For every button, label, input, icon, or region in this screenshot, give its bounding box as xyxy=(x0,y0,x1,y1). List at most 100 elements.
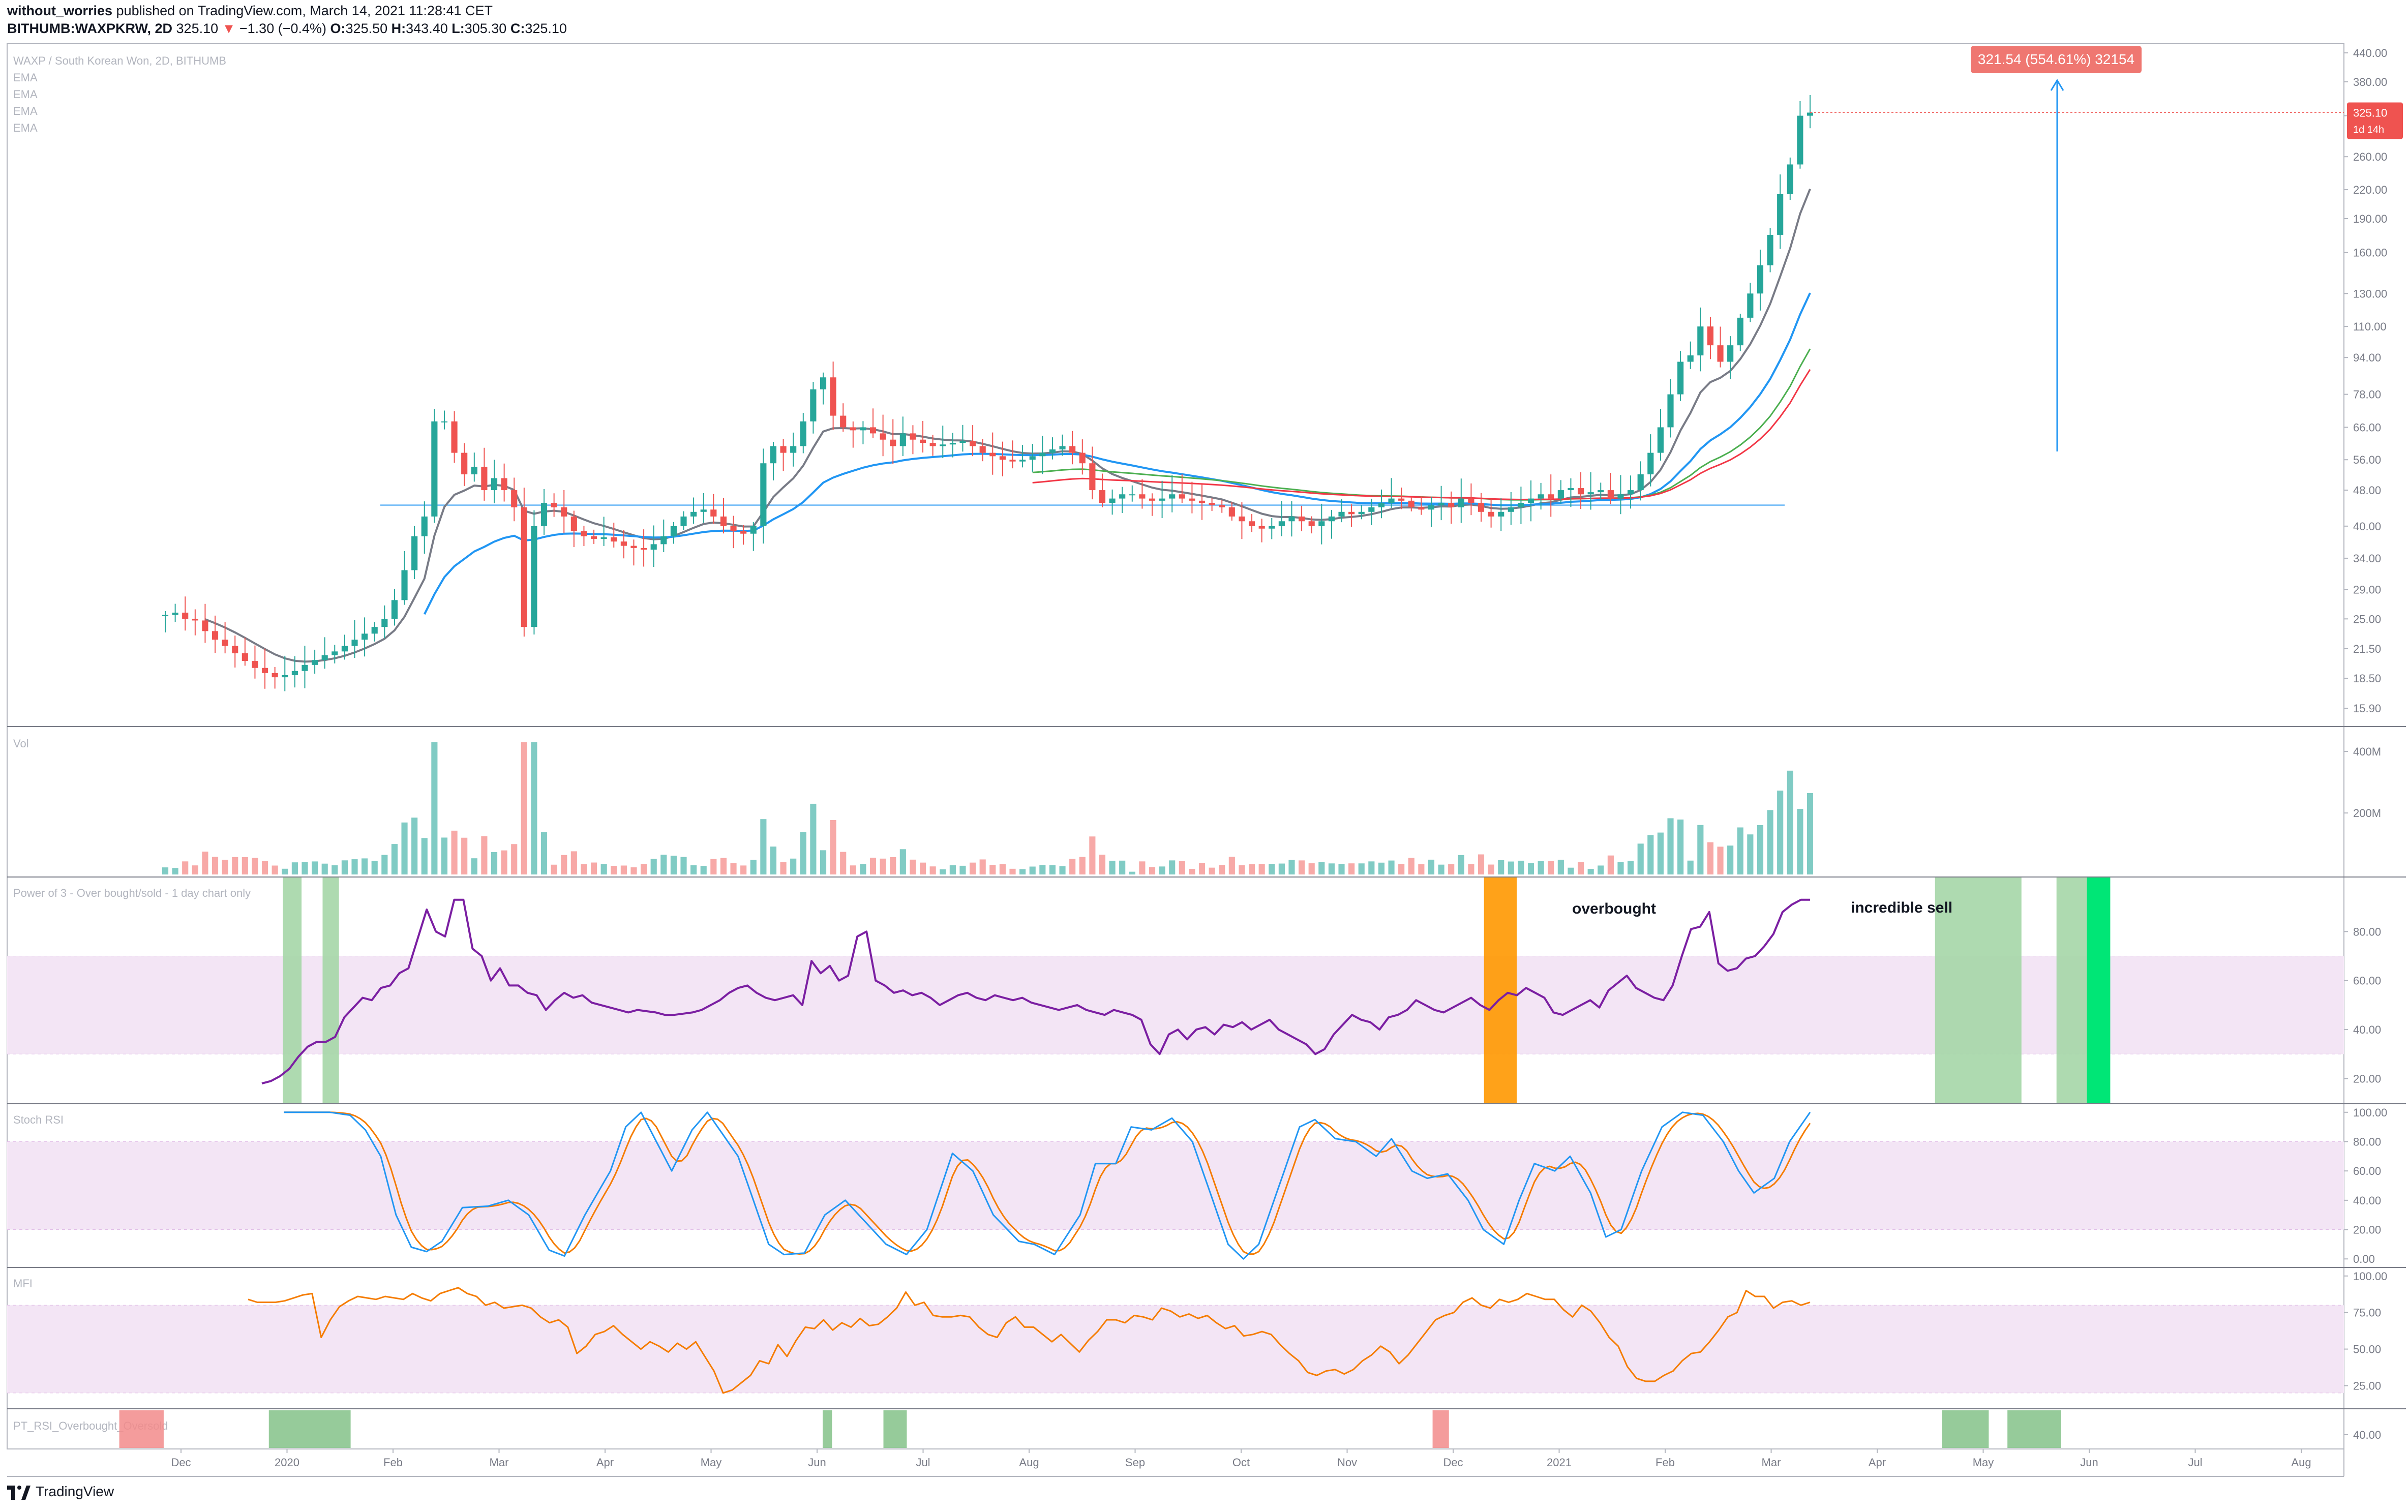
volume-bar xyxy=(212,857,219,874)
volume-bar xyxy=(521,742,527,874)
candle-body xyxy=(531,526,537,627)
volume-bar xyxy=(1548,861,1554,874)
volume-bar xyxy=(1428,859,1435,874)
candle-body xyxy=(750,526,757,534)
pt-rsi-oversold-block xyxy=(1432,1410,1449,1448)
time-tick-label: Sep xyxy=(1125,1456,1145,1469)
candle-body xyxy=(1139,494,1146,499)
time-tick-label: Dec xyxy=(1443,1456,1463,1469)
price-panel-title: WAXP / South Korean Won, 2D, BITHUMB xyxy=(13,54,226,67)
volume-bar xyxy=(351,859,358,874)
price-tick-label: 48.00 xyxy=(2353,484,2381,497)
candle-body xyxy=(570,516,577,531)
volume-bar xyxy=(540,832,548,874)
candle-body xyxy=(1248,521,1255,526)
mfi-line xyxy=(248,1287,1811,1394)
candle-body xyxy=(162,615,169,616)
candle-body xyxy=(1438,503,1444,505)
ema-legend-label: EMA xyxy=(13,88,38,101)
volume-bar xyxy=(242,857,248,874)
author-name[interactable]: without_worries xyxy=(7,3,113,18)
candle-body xyxy=(1498,511,1504,517)
tradingview-logo-icon[interactable] xyxy=(6,1481,31,1502)
volume-bar xyxy=(1209,867,1215,874)
volume-bar xyxy=(750,860,757,874)
pt-rsi-overbought-block xyxy=(883,1410,907,1448)
candle-body xyxy=(202,620,208,631)
candle-body xyxy=(1189,498,1195,501)
volume-bar xyxy=(1269,864,1275,874)
volume-bar xyxy=(1717,846,1724,874)
candle-body xyxy=(620,541,627,546)
candle-body xyxy=(1488,511,1494,517)
time-tick-label: 2020 xyxy=(275,1456,299,1469)
last-price: 325.10 xyxy=(176,21,219,36)
symbol-name[interactable]: BITHUMB:WAXPKRW, 2D xyxy=(7,21,173,36)
candle-body xyxy=(401,570,408,600)
candle-body xyxy=(411,536,418,570)
candle-body xyxy=(740,531,747,534)
candle-body xyxy=(1717,345,1724,362)
candle-body xyxy=(999,456,1006,460)
candle-body xyxy=(1478,503,1485,512)
volume-bar xyxy=(471,858,477,874)
overbought-strong-zone xyxy=(2087,878,2111,1103)
stoch_rsi-tick-label: 100.00 xyxy=(2353,1106,2387,1119)
volume-bar xyxy=(1677,819,1684,874)
volume-bar xyxy=(321,863,328,874)
volume-bar xyxy=(1458,855,1464,874)
candle-body xyxy=(1109,498,1116,503)
volume-bar xyxy=(1009,868,1016,874)
volume-bar xyxy=(730,863,737,874)
candle-body xyxy=(1538,494,1544,499)
volume-bar xyxy=(999,864,1006,874)
publish-line: without_worries published on TradingView… xyxy=(7,2,1227,20)
volume-bar xyxy=(1239,865,1245,874)
candle-body xyxy=(1159,498,1165,501)
high-label: H: xyxy=(391,21,406,36)
volume-bar xyxy=(291,862,298,874)
volume-bar xyxy=(570,851,577,874)
volume-bar xyxy=(511,844,518,874)
candle-body xyxy=(1418,507,1425,510)
price-tick-label: 25.00 xyxy=(2353,613,2381,625)
candle-body xyxy=(1677,361,1684,395)
candle-body xyxy=(511,490,518,507)
candle-body xyxy=(641,548,647,550)
volume-bar xyxy=(1119,860,1126,874)
tradingview-brand[interactable]: TradingView xyxy=(36,1484,114,1499)
candle-body xyxy=(431,421,438,517)
volume-bar xyxy=(1278,863,1285,874)
candle-body xyxy=(1617,494,1624,499)
candle-body xyxy=(860,427,866,431)
candle-body xyxy=(590,536,597,539)
price-tick-label: 34.00 xyxy=(2353,552,2381,565)
volume-bar xyxy=(959,865,966,874)
candle-body xyxy=(391,600,398,619)
measure-label: 321.54 (554.61%) 32154 xyxy=(1978,51,2134,67)
candle-body xyxy=(1707,326,1714,346)
candle-body xyxy=(1398,498,1405,501)
time-tick-label: Oct xyxy=(1232,1456,1250,1469)
price-tick-label: 94.00 xyxy=(2353,351,2381,364)
candle-body xyxy=(770,446,777,464)
volume-bar xyxy=(461,837,468,874)
candle-body xyxy=(1239,516,1245,522)
volume-bar xyxy=(302,862,308,874)
candle-body xyxy=(929,443,936,446)
volume-bar xyxy=(1727,845,1734,874)
volume-bar xyxy=(869,857,877,874)
time-tick-label: Feb xyxy=(1656,1456,1675,1469)
candle-body xyxy=(730,526,737,531)
volume-bar xyxy=(1308,863,1315,874)
volume-bar xyxy=(312,861,318,874)
volume-bar xyxy=(1129,871,1135,874)
candle-body xyxy=(272,673,278,678)
volume-bar xyxy=(192,865,198,874)
volume-bar xyxy=(391,844,398,874)
candle-body xyxy=(321,655,328,660)
overbought-annotation: overbought xyxy=(1572,900,1656,917)
candle-body xyxy=(1508,507,1514,512)
candle-body xyxy=(850,427,856,431)
